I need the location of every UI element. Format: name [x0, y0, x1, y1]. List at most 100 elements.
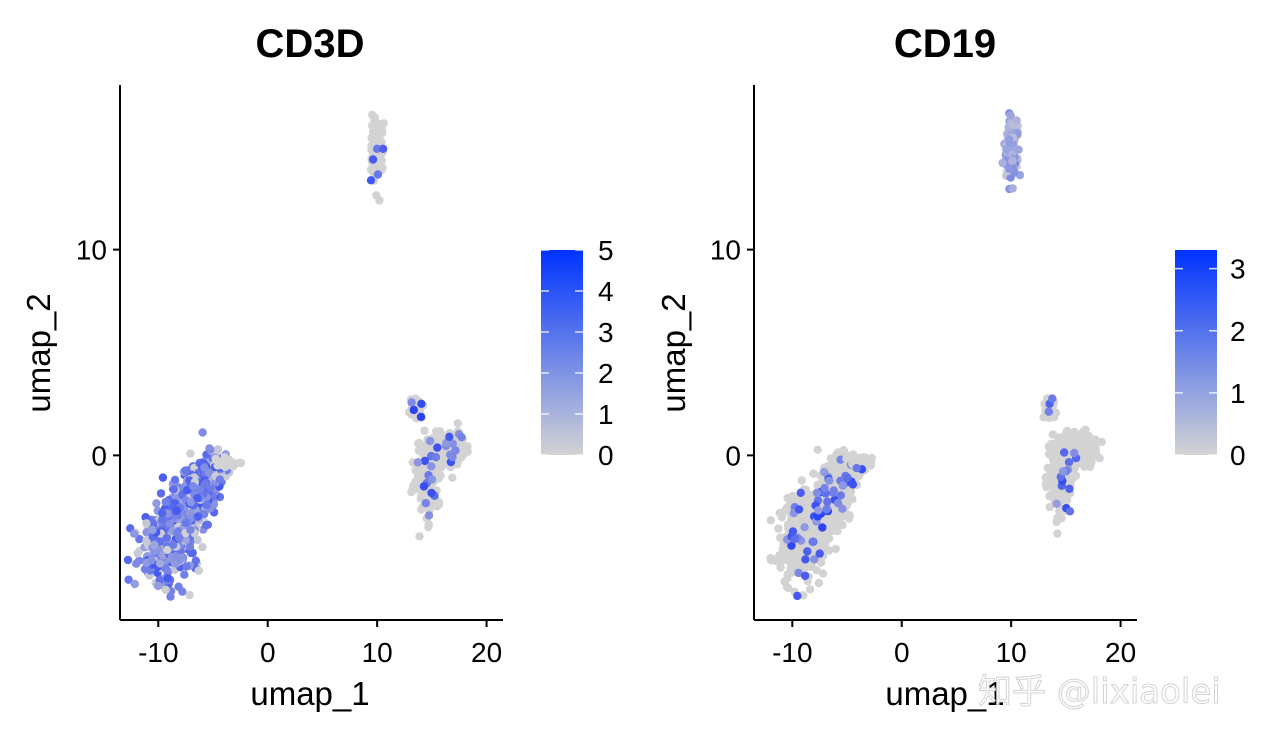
data-point [372, 131, 382, 141]
chart-title: CD19 [894, 22, 996, 66]
panel-cd19: CD19 -10 0 10 20 0 10 umap_1 umap_2 0 1 2 3 [655, 22, 1246, 712]
data-point [833, 462, 842, 471]
data-point [800, 523, 809, 532]
data-point [375, 196, 384, 205]
data-point [815, 549, 824, 558]
data-point [431, 453, 441, 462]
data-point [186, 449, 195, 458]
data-point [838, 481, 848, 490]
data-point [448, 439, 457, 448]
data-point [1056, 456, 1066, 466]
data-point [198, 428, 207, 437]
data-point [1041, 479, 1051, 489]
data-point [1060, 448, 1069, 457]
x-tick-label: 0 [260, 637, 276, 668]
color-legend: 0 1 2 3 4 5 [541, 235, 614, 471]
data-point [424, 522, 433, 532]
x-tick-label: 20 [471, 637, 502, 668]
scatter-points [766, 109, 1106, 601]
data-point [780, 577, 789, 586]
data-point [420, 426, 429, 435]
data-point [793, 591, 802, 601]
data-point [415, 438, 424, 448]
data-point [124, 575, 133, 584]
data-point [425, 436, 435, 446]
data-point [800, 571, 810, 581]
data-point [419, 482, 429, 491]
data-point [213, 445, 223, 454]
data-point [142, 519, 151, 528]
data-point [202, 501, 212, 510]
data-point [1082, 449, 1092, 459]
data-point [845, 514, 854, 523]
data-point [1091, 435, 1100, 444]
legend-tick-label: 5 [598, 235, 614, 266]
data-point [822, 505, 831, 514]
data-point [1048, 430, 1058, 439]
data-point [373, 170, 383, 179]
y-axis-label: umap_2 [20, 293, 57, 412]
data-point [1046, 490, 1056, 499]
data-point [1002, 145, 1011, 154]
data-point [788, 527, 798, 536]
axes: -10 0 10 20 0 10 [76, 85, 503, 668]
y-tick-label: 0 [725, 440, 741, 471]
legend-tick-label: 1 [1230, 378, 1246, 409]
data-point [787, 568, 796, 577]
x-tick-label: 20 [1105, 637, 1136, 668]
data-point [783, 493, 792, 503]
data-point [181, 535, 191, 544]
data-point [191, 556, 200, 565]
chart-title: CD3D [256, 22, 365, 66]
data-point [804, 494, 813, 504]
data-point [181, 466, 190, 475]
data-point [812, 488, 822, 498]
data-point [175, 555, 185, 564]
data-point [152, 499, 161, 508]
data-point [415, 467, 425, 477]
axes: -10 0 10 20 0 10 [710, 85, 1137, 668]
data-point [1008, 156, 1017, 165]
data-point [133, 549, 142, 558]
data-point [848, 494, 857, 504]
y-tick-label: 10 [710, 235, 741, 266]
data-point [817, 558, 826, 567]
data-point [434, 497, 444, 507]
data-point [148, 525, 157, 535]
data-point [162, 533, 171, 543]
data-point [849, 450, 858, 459]
data-point [379, 119, 388, 128]
data-point [852, 463, 861, 473]
color-legend: 0 1 2 3 [1175, 250, 1246, 471]
data-point [825, 476, 834, 485]
data-point [170, 475, 180, 485]
data-point [785, 556, 795, 565]
x-tick-label: -10 [138, 637, 178, 668]
data-point [1064, 458, 1074, 467]
data-point [169, 485, 178, 494]
legend-tick-label: 3 [1230, 254, 1246, 285]
data-point [181, 518, 190, 528]
data-point [433, 443, 442, 452]
data-point [193, 512, 203, 521]
data-point [1055, 506, 1064, 516]
data-point [448, 473, 457, 482]
data-point [766, 516, 775, 525]
data-point [161, 497, 170, 507]
data-point [407, 398, 416, 407]
data-point [815, 531, 824, 540]
data-point [163, 545, 172, 555]
data-point [801, 555, 810, 564]
data-point [831, 544, 840, 554]
data-point [1045, 502, 1055, 512]
data-point [794, 505, 804, 514]
data-point [434, 474, 443, 483]
data-point [165, 520, 175, 529]
data-point [427, 488, 436, 498]
data-point [802, 511, 812, 521]
data-point [155, 559, 165, 568]
data-point [236, 458, 246, 468]
data-point [415, 532, 424, 541]
data-point [168, 540, 178, 549]
